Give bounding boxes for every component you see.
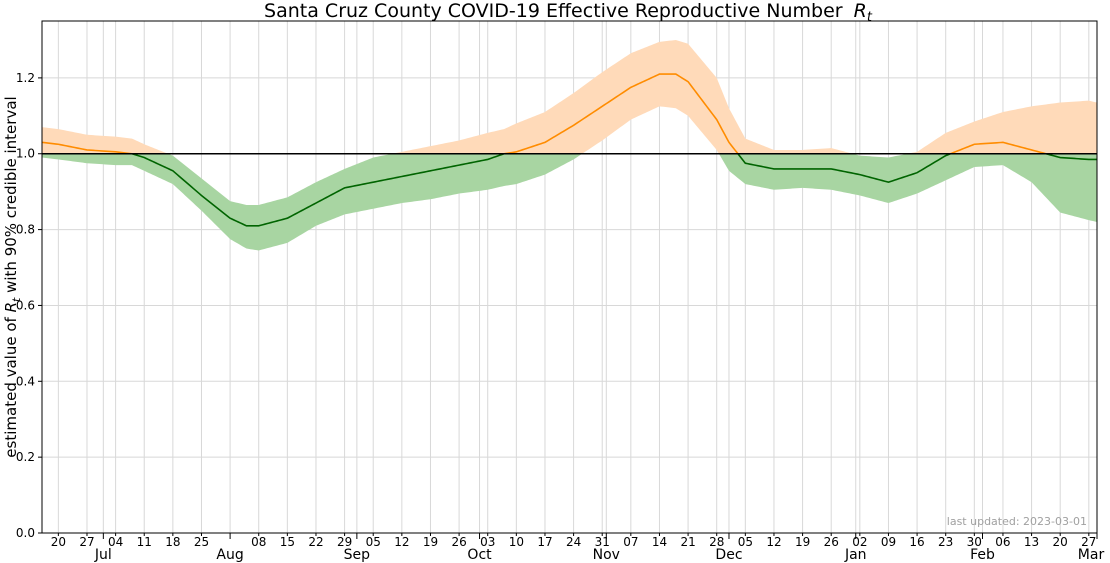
x-tick-label-2022-11-28: 28 [709,535,724,549]
credible-interval-band [42,39,1097,251]
x-ticks: 20 27 04 11 18 25 08 15 22 29 05 12 19 26 03 10 17 24 31 07… [51,533,1105,563]
x-tick-label-2023-01-16: 16 [909,535,924,549]
rt-line-segment-4 [950,141,1047,155]
x-tick-label-2022-11-07: 07 [623,535,638,549]
x-tick-label-2022-07-18: 18 [165,535,180,549]
rt-line-segment-5 [1045,152,1097,161]
x-month-label-2022-09-01: Sep [344,547,371,563]
y-tick-label-0: 0.0 [16,526,35,540]
x-tick-label-2022-12-26: 26 [824,535,839,549]
chart-title-symbol: R [854,0,867,22]
x-tick-label-2023-02-27: 27 [1081,535,1096,549]
x-tick-label-2022-06-27: 27 [79,535,94,549]
x-tick-label-2022-11-21: 21 [680,535,695,549]
x-tick-label-2022-09-12: 12 [394,535,409,549]
y-axis-label-prefix: estimated value of [2,312,20,457]
y-tick-label-0.8: 0.8 [16,223,35,237]
x-month-label-2023-01-01: Jan [844,547,867,563]
x-tick-label-2022-08-08: 08 [251,535,266,549]
rt-line [41,73,1097,227]
x-month-label-2022-08-01: Aug [216,547,243,563]
plot-frame [41,20,1098,534]
x-tick-label-2022-07-11: 11 [137,535,152,549]
x-tick-label-2022-08-15: 15 [280,535,295,549]
x-tick-label-2022-07-25: 25 [194,535,209,549]
x-tick-label-2022-07-04: 04 [108,535,123,549]
rt-line-segment-0 [41,141,133,155]
x-tick-label-2022-12-19: 19 [795,535,810,549]
x-tick-label-2022-10-03: 03 [480,535,495,549]
x-tick-label-2022-09-19: 19 [423,535,438,549]
x-tick-label-2022-09-05: 05 [366,535,381,549]
chart-title-text: Santa Cruz County COVID-19 Effective Rep… [264,0,843,22]
x-month-label-2023-02-01: Feb [970,547,995,563]
y-tick-label-1: 1.0 [16,147,35,161]
last-updated-footnote: last updated: 2023-03-01 [947,515,1087,528]
x-month-label-2022-11-01: Nov [593,547,620,563]
axes [41,20,1098,534]
x-tick-label-2022-10-17: 17 [537,535,552,549]
rt-line-segment-2 [503,73,739,155]
x-tick-label-2023-01-09: 09 [881,535,896,549]
y-axis-label: estimated value of Rt with 90% credible … [2,96,23,457]
x-tick-label-2022-08-29: 29 [337,535,352,549]
x-month-label-2022-07-01: Jul [94,547,112,563]
y-ticks: 0.0 0.2 0.4 0.6 0.8 1.0 1.2 [16,71,42,540]
x-month-label-2022-10-01: Oct [467,547,492,563]
x-tick-label-2022-12-05: 05 [738,535,753,549]
x-tick-label-2022-12-12: 12 [766,535,781,549]
x-tick-label-2022-10-24: 24 [566,535,581,549]
y-axis-label-symbol: R [2,302,20,312]
chart-title-subscript: t [867,10,873,25]
y-tick-label-0.2: 0.2 [16,450,35,464]
x-tick-label-2022-09-26: 26 [451,535,466,549]
y-axis-label-suffix: with 90% credible interval [2,96,20,297]
x-month-label-2023-03-01: Mar [1078,547,1105,563]
x-tick-label-2022-08-22: 22 [308,535,323,549]
svg-text:estimated value of Rt with 90%: estimated value of Rt with 90% credible … [2,96,23,457]
x-tick-label-2022-06-20: 20 [51,535,66,549]
chart-title: Santa Cruz County COVID-19 Effective Rep… [264,0,873,25]
rt-line-segment-3 [737,152,951,184]
x-tick-label-2023-01-23: 23 [938,535,953,549]
y-tick-label-0.4: 0.4 [16,374,35,388]
credible-band-above-1 [42,39,1097,154]
x-tick-label-2023-02-06: 06 [995,535,1010,549]
y-axis-label-subscript: t [10,297,23,302]
credible-band-below-1 [42,153,1097,251]
x-tick-label-2023-01-30: 30 [967,535,982,549]
y-tick-label-0.6: 0.6 [16,298,35,312]
x-month-label-2022-12-01: Dec [715,547,742,563]
y-tick-label-1.2: 1.2 [16,71,35,85]
x-tick-label-2023-02-20: 20 [1053,535,1068,549]
grid [42,21,1098,534]
x-tick-label-2022-11-14: 14 [652,535,667,549]
x-tick-label-2023-02-13: 13 [1024,535,1039,549]
rt-line-segment-1 [131,152,505,227]
x-tick-label-2022-10-10: 10 [509,535,524,549]
